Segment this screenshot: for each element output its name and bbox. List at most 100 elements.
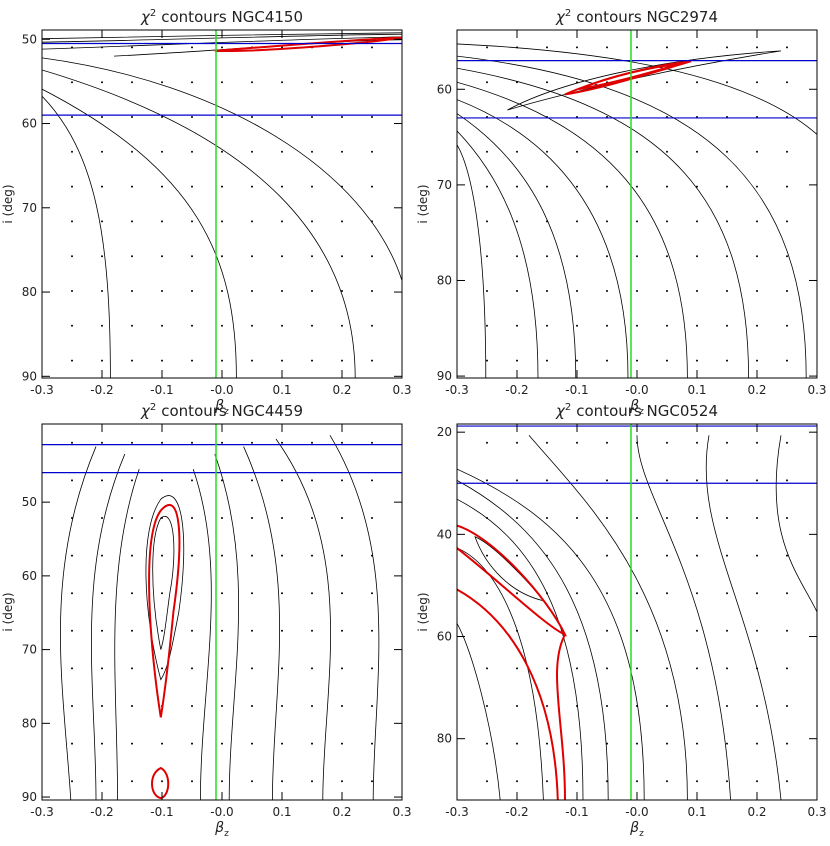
grid-dot [251, 441, 253, 444]
grid-dot [251, 517, 253, 519]
grid-dot [606, 185, 608, 188]
grid-dot [311, 554, 313, 557]
grid-dot [281, 359, 283, 362]
grid-dot [516, 479, 518, 482]
grid-dot [131, 517, 133, 519]
grid-dot [191, 46, 193, 49]
grid-dot [251, 220, 253, 223]
grid-dot [101, 81, 103, 84]
grid-dot [726, 81, 728, 84]
grid-dot [726, 324, 728, 327]
y-axis-label: i (deg) [416, 592, 430, 631]
title-symbol: χ [140, 402, 151, 420]
x-tick-label: -0.3 [30, 805, 53, 819]
grid-dot [696, 441, 698, 444]
grid-dot [251, 629, 253, 632]
grid-dot [221, 81, 223, 84]
grid-dot [221, 46, 223, 49]
chart-title: χ2 contours NGC4150 [140, 8, 303, 26]
grid-dot [666, 46, 668, 49]
grid-dot [161, 46, 163, 49]
grid-dot [161, 441, 163, 444]
contour [457, 131, 538, 378]
grid-dot [311, 185, 313, 188]
grid-dot [191, 290, 193, 292]
grid-dot [161, 324, 163, 327]
x-tick-label: -0.2 [505, 383, 528, 397]
contour [457, 548, 543, 800]
grid-dot [191, 479, 193, 482]
grid-dot [576, 441, 578, 444]
x-tick-label: -0.2 [90, 383, 113, 397]
grid-dot [161, 81, 163, 84]
grid-dot [221, 629, 223, 632]
grid-dot [666, 780, 668, 783]
grid-dot [546, 359, 548, 362]
grid-dot [131, 220, 133, 223]
grid-dot [191, 324, 193, 327]
grid-dot [311, 290, 313, 292]
grid-dot [341, 255, 343, 258]
y-tick-label: 80 [437, 273, 452, 287]
grid-dot [281, 629, 283, 632]
x-label-sub: z [224, 829, 229, 839]
grid-dot [756, 780, 758, 783]
grid-dot [341, 150, 343, 153]
grid-dot [606, 479, 608, 482]
x-axis-label: βz [629, 820, 644, 839]
grid-dot [786, 592, 788, 595]
grid-dot [101, 290, 103, 292]
grid-dot [606, 705, 608, 707]
grid-dot [576, 220, 578, 223]
grid-dot [131, 290, 133, 292]
grid-dot [786, 441, 788, 444]
grid-dot [131, 667, 133, 670]
grid-dot [161, 592, 163, 595]
grid-dot [666, 629, 668, 632]
grid-dot [696, 667, 698, 670]
grid-dot [251, 185, 253, 188]
grid-dot [101, 359, 103, 362]
grid-dot [576, 592, 578, 595]
grid-dot [191, 705, 193, 707]
grid-dot [281, 441, 283, 444]
grid-dot [71, 220, 73, 223]
grid-dot [666, 324, 668, 327]
y-tick-label: 70 [22, 643, 37, 657]
grid-dot [786, 629, 788, 632]
grid-dot [726, 667, 728, 670]
contours [60, 435, 378, 800]
grid-dot [281, 185, 283, 188]
grid-dot [371, 667, 373, 670]
grid-dot [101, 255, 103, 258]
grid-dot [161, 667, 163, 670]
x-tick-label: 0.1 [272, 383, 291, 397]
grid-dot [786, 667, 788, 670]
contour [91, 454, 124, 800]
grid-dot [606, 255, 608, 258]
grid-dot [486, 220, 488, 223]
grid-dot [666, 81, 668, 84]
grid-dot [341, 290, 343, 292]
contour [507, 51, 781, 110]
grid-dot [311, 359, 313, 362]
grid-dot [726, 517, 728, 519]
grid-dot [251, 324, 253, 327]
y-tick-label: 60 [437, 630, 452, 644]
grid-dot [191, 150, 193, 153]
grid-dot [786, 150, 788, 153]
grid-dot [161, 220, 163, 223]
grid-dot [576, 780, 578, 783]
grid-dot [341, 592, 343, 595]
grid-dot [786, 479, 788, 482]
grid-dot [191, 517, 193, 519]
title-sup: 2 [150, 8, 156, 19]
grid-dot [756, 479, 758, 482]
grid-dot [546, 780, 548, 783]
grid-dot [191, 742, 193, 745]
grid-dot [101, 479, 103, 482]
grid-dot [281, 780, 283, 783]
grid-dot [251, 116, 253, 118]
grid-dot [281, 290, 283, 292]
